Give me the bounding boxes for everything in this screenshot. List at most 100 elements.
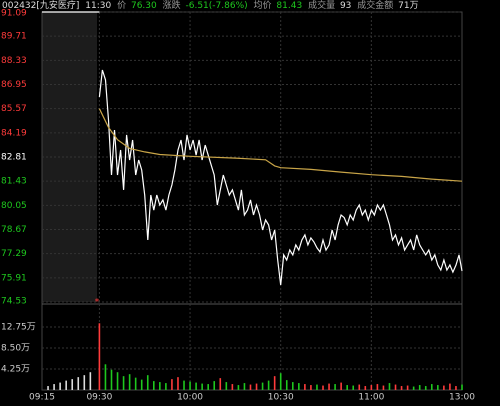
volume-bar xyxy=(177,377,179,390)
x-tick-label: 13:00 xyxy=(449,393,475,403)
volume-bar xyxy=(279,373,282,390)
volume-bar xyxy=(110,369,113,390)
volume-bar xyxy=(304,384,306,390)
volume-bar xyxy=(382,385,385,390)
y-tick-label: 91.09 xyxy=(1,9,27,19)
volume-bar xyxy=(183,380,185,390)
volume-bar xyxy=(370,385,373,390)
volume-bar xyxy=(412,386,415,390)
volume-bar xyxy=(430,384,433,390)
volume-bar xyxy=(310,385,312,390)
volume-bar xyxy=(261,382,264,390)
y-tick-label: 80.05 xyxy=(1,201,27,211)
label: 成交量 xyxy=(308,0,335,11)
y-tick-label: 78.67 xyxy=(1,225,27,235)
auction-volume-bar xyxy=(65,380,67,390)
volume-bar xyxy=(171,379,173,390)
volume-bar xyxy=(364,386,367,390)
label: 涨跌 xyxy=(163,0,181,11)
volume-bar xyxy=(140,379,143,390)
time: 11:30 xyxy=(85,1,111,11)
code: 002432[九安医疗] xyxy=(2,0,79,11)
volume-bar xyxy=(322,385,324,390)
volume-bar xyxy=(406,385,409,390)
volume-bar xyxy=(443,385,445,390)
volume-bar xyxy=(328,383,330,390)
y-tick-label: 88.33 xyxy=(1,56,27,66)
price: 76.30 xyxy=(131,1,157,11)
volume-bar xyxy=(249,384,252,390)
avg: 81.43 xyxy=(276,1,302,11)
change: -6.51(-7.86%) xyxy=(186,1,248,11)
y-tick-label: 86.95 xyxy=(1,80,27,90)
volume-bar xyxy=(352,385,355,390)
volume-bar xyxy=(243,383,246,390)
volume-bar xyxy=(225,382,228,390)
marker: * xyxy=(95,298,100,308)
y-tick-label: 75.91 xyxy=(1,273,27,283)
volume-bar xyxy=(334,384,336,390)
x-tick-label: 10:30 xyxy=(268,393,294,403)
volume-bar xyxy=(134,377,137,390)
volume-bar xyxy=(388,383,391,390)
vol: 93 xyxy=(340,1,351,11)
x-tick-label: 11:00 xyxy=(358,393,384,403)
volume-bar xyxy=(358,384,361,390)
volume-bar xyxy=(340,382,342,390)
price-line xyxy=(98,108,463,182)
y-tick-label: 89.71 xyxy=(1,32,27,42)
volume-bar xyxy=(231,384,234,390)
volume-bar xyxy=(104,364,107,390)
y-tick-label: 74.53 xyxy=(1,297,27,307)
y-tick-label: 77.29 xyxy=(1,249,27,259)
volume-bar xyxy=(455,386,457,390)
auction-volume-bar xyxy=(59,382,61,390)
volume-bar xyxy=(152,381,155,390)
volume-bar xyxy=(461,384,463,390)
auction-volume-bar xyxy=(71,379,74,390)
auction-volume-bar xyxy=(47,386,49,390)
x-tick-label: 09:30 xyxy=(86,393,112,403)
volume-bar xyxy=(273,376,276,390)
volume-bar xyxy=(394,384,397,390)
volume-bar xyxy=(285,380,288,390)
volume-bar xyxy=(128,374,131,390)
volume-bar xyxy=(346,385,348,390)
volume-bar xyxy=(400,386,403,390)
volume-bar xyxy=(449,383,451,390)
auction-volume-bar xyxy=(89,372,92,390)
volume-bar xyxy=(219,378,222,390)
volume-bar xyxy=(376,384,379,390)
vol-tick-label: 8.50万 xyxy=(1,343,30,353)
volume-bar xyxy=(237,385,240,390)
vol-tick-label: 4.25万 xyxy=(1,364,30,374)
volume-bar xyxy=(437,385,439,390)
y-tick-label: 85.57 xyxy=(1,104,27,114)
header: 002432[九安医疗] 11:30 价 76.30 涨跌 -6.51(-7.8… xyxy=(2,0,419,11)
vol-tick-label: 12.75万 xyxy=(1,322,36,332)
x-tick-label: 10:00 xyxy=(177,393,203,403)
volume-bar xyxy=(116,372,119,390)
y-tick-label: 84.19 xyxy=(1,128,27,138)
volume-bar xyxy=(98,323,101,390)
volume-bar xyxy=(189,381,191,390)
auction-volume-bar xyxy=(53,384,55,390)
volume-bar xyxy=(207,384,209,390)
volume-bar xyxy=(267,380,270,390)
label: 成交金额 xyxy=(357,0,393,11)
volume-bar xyxy=(195,382,197,390)
price-line xyxy=(98,69,463,286)
x-tick-label: 09:15 xyxy=(29,393,55,403)
volume-bar xyxy=(122,376,125,390)
y-tick-label: 82.81 xyxy=(1,153,27,163)
amount: 71万 xyxy=(398,1,418,11)
volume-bar xyxy=(159,382,161,390)
y-tick-label: 81.43 xyxy=(1,177,27,187)
auction-volume-bar xyxy=(83,375,86,390)
label: 均价 xyxy=(254,0,272,11)
volume-bar xyxy=(424,386,427,390)
auction-volume-bar xyxy=(77,377,80,390)
volume-bar xyxy=(213,381,216,390)
volume-bar xyxy=(201,383,203,390)
